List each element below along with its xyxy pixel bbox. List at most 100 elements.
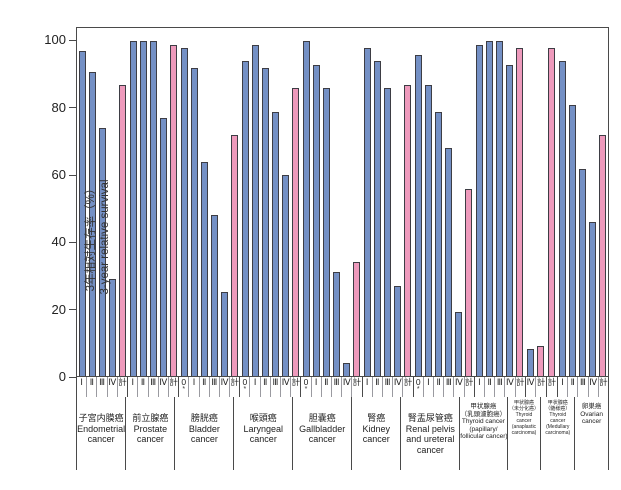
bar-slot [484, 28, 494, 376]
stage-label: 0 * [301, 377, 310, 397]
bar-slot [525, 28, 535, 376]
group-name-line: (anaplastic [511, 424, 537, 430]
bar-slot [567, 28, 577, 376]
bar-slot [129, 28, 139, 376]
group-name-line: cancer [249, 434, 277, 444]
bar-slot [433, 28, 443, 376]
y-tick [69, 376, 76, 378]
stage-label: Ⅰ [365, 377, 369, 387]
group-name-box: 喉頭癌 Laryngeal cancer [233, 397, 292, 470]
bar-slot [271, 28, 281, 376]
bar-group [362, 28, 413, 376]
stage-label: Ⅰ [561, 377, 564, 387]
bar-slot [362, 28, 372, 376]
y-tick [69, 39, 76, 41]
group-name-line: 胆嚢癌 [308, 413, 336, 423]
group-name-line: Kidney [362, 423, 391, 434]
bar-slot [463, 28, 473, 376]
stage-label: 計 [597, 377, 608, 397]
bar-slot [88, 28, 98, 376]
bar [79, 51, 87, 376]
bar-group [413, 28, 474, 376]
group-name-line: cancer [581, 418, 602, 425]
group-name-line: (papillary/ [469, 425, 498, 433]
group-name-line: 卵巣癌 [581, 403, 602, 410]
stage-asterisk: * [243, 386, 247, 393]
bar-slot [514, 28, 524, 376]
group-name-line: cancer [190, 434, 218, 444]
stage-label: Ⅱ [86, 377, 96, 397]
stage-label: Ⅰ [188, 377, 198, 397]
bar-slot [587, 28, 597, 376]
group-name-line: (Medullary [546, 424, 570, 430]
stage-label-text: 0 [415, 377, 421, 387]
stage-label: Ⅰ [249, 377, 259, 397]
bar [160, 118, 168, 376]
bar-slot [557, 28, 567, 376]
bar-slot [352, 28, 362, 376]
stage-label: Ⅳ [587, 377, 598, 397]
stage-label-row: Ⅰ Ⅱ Ⅲ Ⅳ 計 Ⅰ Ⅱ Ⅲ Ⅳ 計 0 * Ⅰ Ⅱ Ⅲ Ⅳ 計 0 * Ⅰ Ⅱ Ⅲ Ⅳ 計 0 * Ⅰ Ⅱ Ⅲ Ⅳ 計 Ⅰ Ⅱ Ⅲ Ⅳ 計 0 * Ⅰ Ⅱ… [76, 377, 609, 397]
group-name-line: Renal pelvis [405, 423, 455, 434]
bar [313, 64, 321, 376]
y-tick-label: 40 [51, 234, 66, 250]
bar-group [241, 28, 302, 376]
bar-groups [77, 28, 608, 376]
stage-label: Ⅰ [310, 377, 321, 397]
bar [547, 48, 555, 376]
group-name-line: 甲状腺癌 [513, 400, 534, 406]
stage-label: Ⅳ [392, 377, 402, 397]
bar [495, 41, 503, 376]
bar [363, 48, 371, 376]
bar-slot [382, 28, 392, 376]
bar [373, 61, 381, 376]
bar-slot [342, 28, 352, 376]
bar [109, 278, 117, 376]
bar [558, 61, 566, 376]
group-name-line: Prostate [133, 423, 168, 434]
group-name-line: cancer [87, 434, 115, 444]
stage-label: Ⅱ [198, 377, 209, 397]
group-name-line: 子宮内膜癌 [78, 413, 124, 423]
bar-slot [546, 28, 556, 376]
stage-label: Ⅲ [494, 377, 504, 397]
bar [242, 61, 250, 376]
bar [343, 362, 351, 376]
y-axis-title: 3年相対生存率（%） 3-year relative survival [84, 87, 112, 387]
bar-slot [180, 28, 190, 376]
y-tick-label: 80 [51, 99, 66, 115]
stage-label: Ⅲ [381, 377, 392, 397]
bar [526, 349, 534, 376]
stage-label: 0 * [414, 377, 423, 397]
group-name-box: 甲状腺癌 （乳頭濾胞癌） Thyroid cancer (papillary/foll… [459, 397, 507, 470]
stage-label: Ⅲ [330, 377, 341, 397]
stage-label: 計 [402, 377, 412, 397]
stage-label: Ⅱ [259, 377, 270, 397]
bar [333, 272, 341, 376]
bar-slot [261, 28, 271, 376]
stage-group: 0 * Ⅰ Ⅱ Ⅲ Ⅳ 計 [240, 377, 302, 397]
bar-slot [281, 28, 291, 376]
group-name-line: follicular cancer) [460, 433, 507, 440]
group-name-line: cancer [136, 434, 164, 444]
group-name-line: 腎盂尿管癌 [407, 413, 453, 423]
bar [403, 84, 411, 376]
bar-slot [251, 28, 261, 376]
stage-asterisk: * [182, 386, 186, 393]
bar [292, 88, 300, 376]
bar-slot [423, 28, 433, 376]
bar-slot [220, 28, 230, 376]
stage-label: Ⅳ [526, 377, 535, 387]
stage-label: 計 [535, 377, 546, 397]
stage-label-text: 0 [303, 377, 309, 387]
group-name-line: Endometrial [77, 423, 126, 434]
bar [444, 148, 452, 376]
stage-label: Ⅳ [157, 377, 168, 397]
group-name-line: Thyroid [515, 412, 533, 418]
group-name-row: 子宮内膜癌 Endometrial cancer 前立腺癌 Prostate cancer… [76, 397, 609, 470]
bar-group [546, 28, 557, 376]
